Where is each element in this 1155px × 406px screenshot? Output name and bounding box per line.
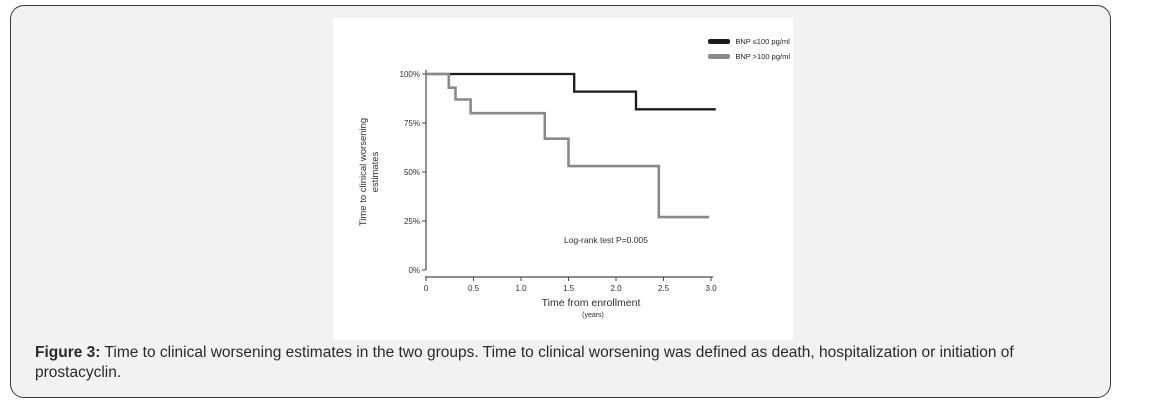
figure-card: BNP ≤100 pg/ml BNP >100 pg/ml 100% 75% 50%… xyxy=(10,5,1111,398)
legend-label-bnp-low: BNP ≤100 pg/ml xyxy=(735,37,790,46)
series-bnp-gt-100 xyxy=(426,72,710,219)
km-chart-svg: 100% 75% 50% 25% 0% 0 0.5 1.0 1.5 2.0 2.5 3.0 Log-ra… xyxy=(358,70,717,319)
legend-entry-bnp-low: BNP ≤100 pg/ml xyxy=(708,37,790,46)
x-axis-title: Time from enrollment xyxy=(542,297,641,309)
legend-swatch-bnp-low xyxy=(708,39,731,44)
x-tick-label: 0 xyxy=(424,284,429,293)
legend-entry-bnp-high: BNP >100 pg/ml xyxy=(708,52,790,61)
legend-label-bnp-high: BNP >100 pg/ml xyxy=(735,52,790,61)
caption-text: Time to clinical worsening estimates in … xyxy=(35,344,1014,382)
x-tick-label: 3.0 xyxy=(705,284,717,293)
legend-swatch-bnp-high xyxy=(708,54,731,59)
x-axis-unit: (years) xyxy=(582,312,604,319)
annotation-logrank: Log-rank test P=0.005 xyxy=(564,235,648,245)
chart-legend: BNP ≤100 pg/ml BNP >100 pg/ml xyxy=(708,37,790,61)
series-bnp-le-100 xyxy=(426,72,716,111)
y-axis-title-line1: Time to clinical worsening xyxy=(358,118,369,226)
y-tick-label: 50% xyxy=(404,168,420,177)
x-tick-label: 1.5 xyxy=(563,284,575,293)
x-tick-label: 0.5 xyxy=(468,284,480,293)
y-axis-title-line2: estimates xyxy=(370,151,381,192)
y-tick-label: 0% xyxy=(408,266,420,275)
y-tick-label: 25% xyxy=(404,217,420,226)
x-tick-label: 2.5 xyxy=(658,284,670,293)
figure-caption: Figure 3: Time to clinical worsening est… xyxy=(35,343,1099,384)
y-tick-label: 100% xyxy=(400,70,420,79)
x-tick-label: 1.0 xyxy=(515,284,527,293)
x-tick-label: 2.0 xyxy=(610,284,622,293)
chart-panel: BNP ≤100 pg/ml BNP >100 pg/ml 100% 75% 50%… xyxy=(333,18,793,340)
y-tick-label: 75% xyxy=(404,119,420,128)
caption-figure-number: Figure 3: xyxy=(35,344,101,361)
